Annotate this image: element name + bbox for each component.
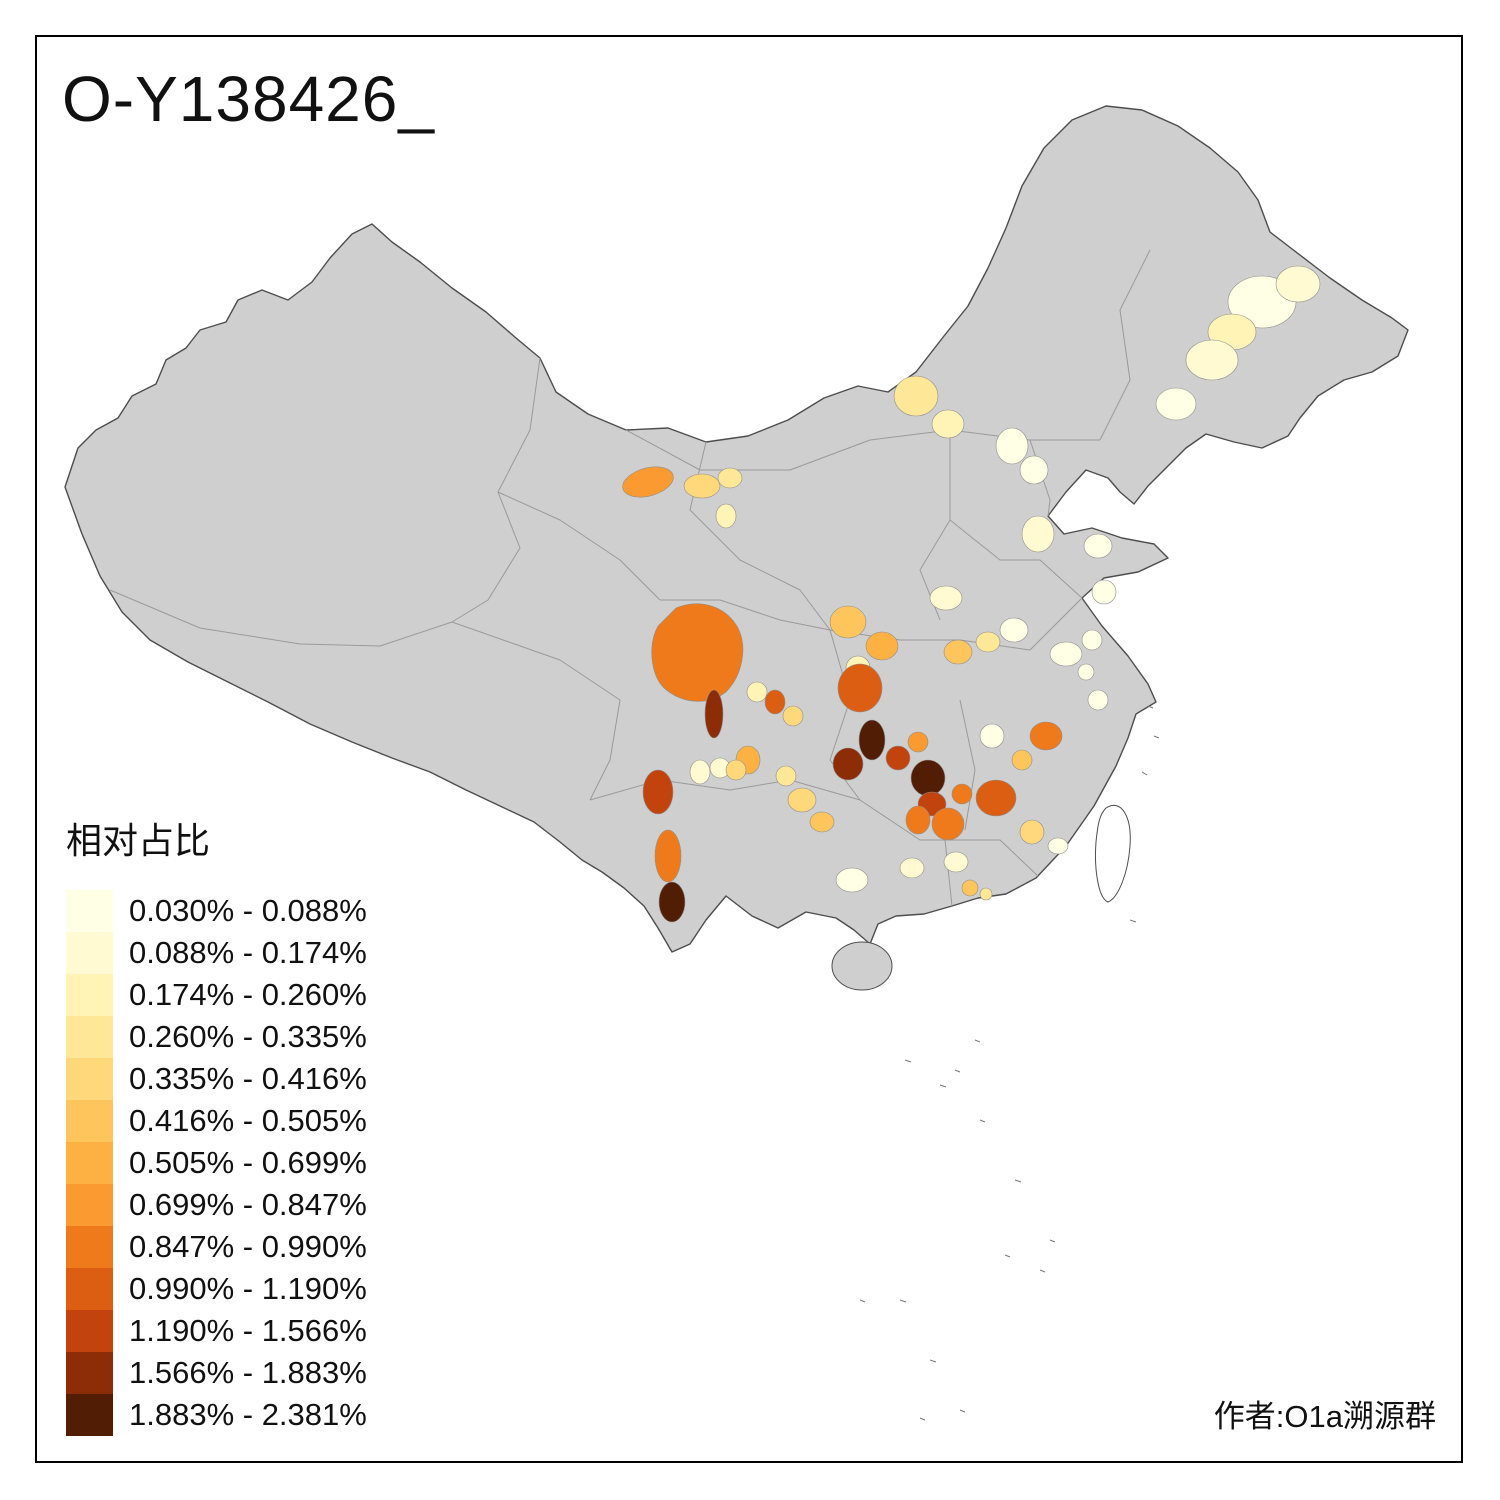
legend-row: 1.566% - 1.883% [66,1352,367,1394]
legend-row: 0.335% - 0.416% [66,1058,367,1100]
legend-row: 0.416% - 0.505% [66,1100,367,1142]
legend-swatch [66,1226,113,1268]
legend-label: 0.260% - 0.335% [129,1019,367,1054]
legend-label: 0.847% - 0.990% [129,1229,367,1264]
mainland-outline [64,105,1409,953]
legend: 相对占比 0.030% - 0.088% 0.088% - 0.174% 0.1… [66,812,367,1436]
legend-row: 0.260% - 0.335% [66,1016,367,1058]
hainan-island [831,941,893,991]
legend-swatch [66,1142,113,1184]
legend-label: 1.566% - 1.883% [129,1355,367,1390]
legend-swatch [66,932,113,974]
sea-islets [859,705,1160,1421]
legend-swatch [66,1352,113,1394]
legend-swatch [66,1184,113,1226]
legend-row: 0.088% - 0.174% [66,932,367,974]
legend-swatch [66,1268,113,1310]
legend-swatch [66,1058,113,1100]
taiwan-island [1095,805,1131,903]
attribution: 作者:O1a溯源群 [1213,1399,1436,1434]
legend-label: 0.505% - 0.699% [129,1145,367,1180]
legend-row: 0.847% - 0.990% [66,1226,367,1268]
legend-row: 0.505% - 0.699% [66,1142,367,1184]
legend-swatch [66,974,113,1016]
legend-row: 1.883% - 2.381% [66,1394,367,1436]
legend-row: 0.030% - 0.088% [66,890,367,932]
legend-swatch [66,1310,113,1352]
choropleth-patches [622,265,1321,923]
legend-label: 0.416% - 0.505% [129,1103,367,1138]
legend-swatch [66,1100,113,1142]
legend-swatch [66,890,113,932]
plot-border [35,35,1463,1463]
legend-label: 0.030% - 0.088% [129,893,367,928]
legend-label: 0.088% - 0.174% [129,935,367,970]
legend-label: 0.699% - 0.847% [129,1187,367,1222]
legend-label: 1.190% - 1.566% [129,1313,367,1348]
legend-title: 相对占比 [66,820,211,861]
legend-swatch [66,1394,113,1436]
legend-label: 1.883% - 2.381% [129,1397,367,1432]
legend-row: 0.174% - 0.260% [66,974,367,1016]
legend-row: 0.990% - 1.190% [66,1268,367,1310]
legend-label: 0.990% - 1.190% [129,1271,367,1306]
legend-swatch [66,1016,113,1058]
legend-label: 0.174% - 0.260% [129,977,367,1012]
legend-row: 0.699% - 0.847% [66,1184,367,1226]
page-title: O-Y138426_ [62,63,435,135]
legend-row: 1.190% - 1.566% [66,1310,367,1352]
legend-label: 0.335% - 0.416% [129,1061,367,1096]
